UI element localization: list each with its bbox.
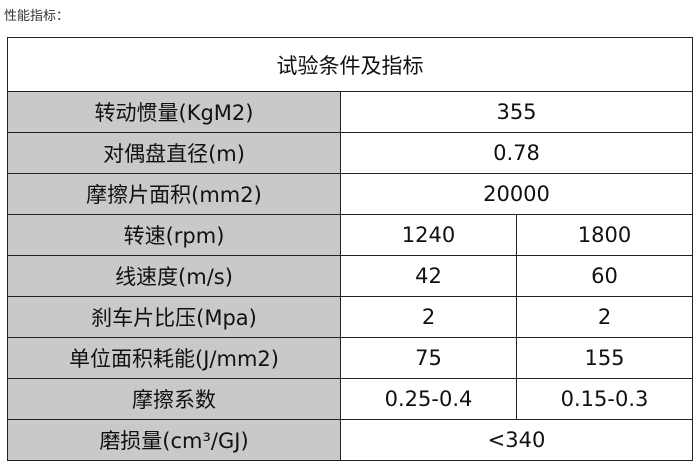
row-label: 转速(rpm) — [7, 214, 341, 256]
row-value: 75 — [340, 337, 517, 379]
table-row: 单位面积耗能(J/mm2) 75 155 — [7, 337, 694, 379]
row-value: 155 — [515, 337, 694, 379]
row-value: 20000 — [339, 173, 694, 215]
row-value: 0.15-0.3 — [515, 378, 694, 420]
row-value: 2 — [340, 296, 517, 338]
table-row: 刹车片比压(Mpa) 2 2 — [7, 296, 694, 338]
table-row: 摩擦片面积(mm2) 20000 — [7, 173, 694, 215]
row-value: <340 — [339, 419, 694, 461]
table-row: 摩擦系数 0.25-0.4 0.15-0.3 — [7, 378, 694, 420]
table-body: 试验条件及指标 转动惯量(KgM2) 355 对偶盘直径(m) 0.78 摩擦片面积(m… — [6, 37, 694, 461]
row-label: 线速度(m/s) — [7, 255, 341, 297]
table-row: 磨损量(cm³/GJ) <340 — [7, 419, 694, 461]
table-row: 转动惯量(KgM2) 355 — [7, 91, 694, 133]
title-row: 试验条件及指标 — [6, 37, 694, 92]
row-label: 刹车片比压(Mpa) — [7, 296, 341, 338]
row-label: 摩擦片面积(mm2) — [7, 173, 341, 215]
table-row: 转速(rpm) 1240 1800 — [7, 214, 694, 256]
table-title: 试验条件及指标 — [6, 37, 694, 92]
row-value: 2 — [515, 296, 694, 338]
row-label: 转动惯量(KgM2) — [7, 91, 341, 133]
row-value: 0.78 — [339, 132, 694, 174]
spec-table: 试验条件及指标 转动惯量(KgM2) 355 对偶盘直径(m) 0.78 摩擦片面积(m… — [6, 37, 694, 461]
row-label: 对偶盘直径(m) — [7, 132, 341, 174]
row-label: 磨损量(cm³/GJ) — [7, 419, 341, 461]
row-value: 42 — [340, 255, 517, 297]
row-value: 60 — [515, 255, 694, 297]
heading: 性能指标： — [4, 9, 70, 24]
row-value: 0.25-0.4 — [340, 378, 517, 420]
row-value: 1800 — [515, 214, 694, 256]
row-value: 355 — [339, 91, 694, 133]
row-value: 1240 — [340, 214, 517, 256]
table-row: 对偶盘直径(m) 0.78 — [7, 132, 694, 174]
row-label: 单位面积耗能(J/mm2) — [7, 337, 341, 379]
table-row: 线速度(m/s) 42 60 — [7, 255, 694, 297]
row-label: 摩擦系数 — [7, 378, 341, 420]
